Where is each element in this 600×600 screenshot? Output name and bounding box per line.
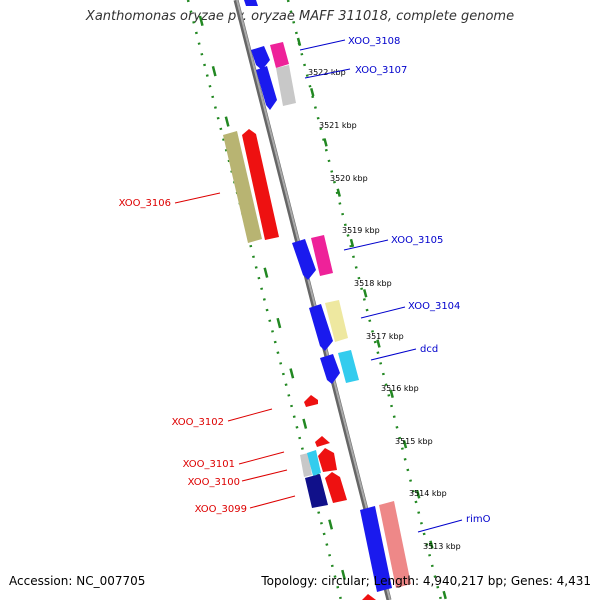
gene-xoo-3105-magenta[interactable] <box>311 235 333 276</box>
leader-xoo-3108 <box>299 39 346 51</box>
genome-summary-text: Topology: circular; Length: 4,940,217 bp… <box>261 574 591 588</box>
scale-label-3519: 3519 kbp <box>342 226 380 235</box>
leader-xoo-3106 <box>174 192 221 204</box>
label-xoo-3108[interactable]: XOO_3108 <box>348 36 400 47</box>
gene-xoo-3108-blue[interactable] <box>251 46 270 70</box>
label-xoo-3100[interactable]: XOO_3100 <box>188 477 240 488</box>
label-xoo-3099[interactable]: XOO_3099 <box>195 504 247 515</box>
gene-xoo-3104-blue[interactable] <box>309 304 333 351</box>
scale-label-3518: 3518 kbp <box>354 279 392 288</box>
gene-xoo-3106-red[interactable] <box>242 129 279 240</box>
scale-label-3520: 3520 kbp <box>330 174 368 183</box>
gene-rimo-pink[interactable] <box>379 501 411 588</box>
gene-xoo-3099-navy[interactable] <box>305 474 328 508</box>
scale-label-3521: 3521 kbp <box>319 121 357 130</box>
label-rimo[interactable]: rimO <box>466 514 491 525</box>
gene-top-blue[interactable] <box>244 0 258 6</box>
leader-xoo-3101 <box>238 451 285 465</box>
scale-label-3517: 3517 kbp <box>366 332 404 341</box>
leader-dcd <box>370 348 417 361</box>
gene-bottom-red[interactable] <box>362 594 376 600</box>
gene-xoo-3100-red[interactable] <box>318 448 337 472</box>
leader-xoo-3099 <box>249 495 296 509</box>
scale-label-3514: 3514 kbp <box>409 489 447 498</box>
left-dotted-guide <box>186 0 343 600</box>
scale-label-3516: 3516 kbp <box>381 384 419 393</box>
leader-xoo-3102 <box>227 408 273 422</box>
label-leader-lines <box>174 39 463 533</box>
label-xoo-3104[interactable]: XOO_3104 <box>408 301 460 312</box>
gene-small-red[interactable] <box>315 436 330 447</box>
leader-xoo-3104 <box>360 306 406 319</box>
genome-backbone-highlight <box>236 0 391 600</box>
label-xoo-3106[interactable]: XOO_3106 <box>119 198 171 209</box>
leader-xoo-3105 <box>343 239 389 251</box>
scale-label-3522: 3522 kbp <box>308 68 346 77</box>
gene-dcd-cyan[interactable] <box>338 350 359 383</box>
dotted-guides <box>186 0 448 600</box>
leader-xoo-3100 <box>241 469 288 482</box>
label-xoo-3102[interactable]: XOO_3102 <box>172 417 224 428</box>
gene-xoo-3104-yellow[interactable] <box>325 300 348 342</box>
gene-xoo-3107-blue[interactable] <box>256 66 277 110</box>
gene-rimo-blue[interactable] <box>360 506 392 592</box>
map-title: Xanthomonas oryzae pv. oryzae MAFF 31101… <box>85 9 515 24</box>
label-xoo-3105[interactable]: XOO_3105 <box>391 235 443 246</box>
leader-rimo <box>417 519 463 533</box>
label-xoo-3101[interactable]: XOO_3101 <box>183 459 235 470</box>
label-dcd[interactable]: dcd <box>420 344 438 355</box>
scale-label-3515: 3515 kbp <box>395 437 433 446</box>
gene-xoo-3099-red[interactable] <box>325 472 347 503</box>
gene-labels: XOO_3108 XOO_3107 XOO_3106 XOO_3105 XOO_… <box>119 36 491 525</box>
gene-xoo-3107-gray[interactable] <box>276 65 296 106</box>
gene-xoo-3108-magenta[interactable] <box>270 42 289 68</box>
gene-xoo-3101-cyan[interactable] <box>307 450 321 476</box>
right-dotted-guide <box>286 0 443 600</box>
leader-xoo-3107 <box>304 68 351 79</box>
scale-labels: 3522 kbp 3521 kbp 3520 kbp 3519 kbp 3518… <box>308 68 461 551</box>
gene-xoo-3106-olive[interactable] <box>223 131 262 243</box>
gene-dcd-blue[interactable] <box>320 354 340 384</box>
label-xoo-3107[interactable]: XOO_3107 <box>355 65 407 76</box>
gene-features <box>223 0 411 600</box>
gene-xoo-3105-blue[interactable] <box>292 239 316 280</box>
accession-text: Accession: NC_007705 <box>9 574 146 588</box>
gene-xoo-3102-red[interactable] <box>304 395 318 407</box>
scale-label-3513: 3513 kbp <box>423 542 461 551</box>
